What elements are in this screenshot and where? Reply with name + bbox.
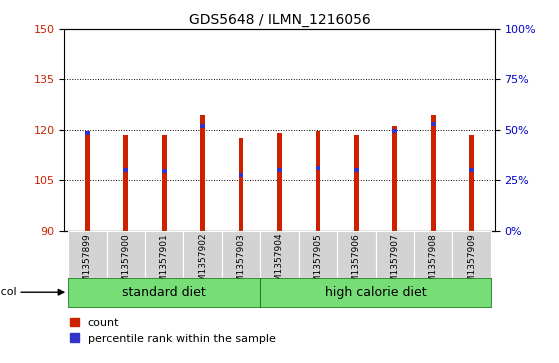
- Bar: [414, 231, 452, 278]
- Bar: [354, 135, 359, 231]
- Text: GSM1357904: GSM1357904: [275, 233, 284, 294]
- Bar: [68, 278, 260, 307]
- Bar: [260, 231, 299, 278]
- Bar: [316, 131, 320, 231]
- Bar: [107, 231, 145, 278]
- Text: GSM1357900: GSM1357900: [121, 233, 130, 294]
- Bar: [124, 168, 128, 172]
- Text: GSM1357902: GSM1357902: [198, 233, 207, 294]
- Text: GSM1357899: GSM1357899: [83, 233, 92, 294]
- Bar: [470, 135, 474, 231]
- Bar: [392, 129, 397, 133]
- Text: GSM1357908: GSM1357908: [429, 233, 438, 294]
- Text: GSM1357901: GSM1357901: [160, 233, 169, 294]
- Text: standard diet: standard diet: [122, 286, 206, 299]
- Bar: [354, 168, 359, 172]
- Bar: [337, 231, 376, 278]
- Bar: [392, 126, 397, 231]
- Text: high calorie diet: high calorie diet: [325, 286, 427, 299]
- Bar: [85, 131, 89, 231]
- Text: growth protocol: growth protocol: [0, 287, 16, 297]
- Bar: [68, 231, 107, 278]
- Bar: [260, 278, 491, 307]
- Title: GDS5648 / ILMN_1216056: GDS5648 / ILMN_1216056: [188, 13, 371, 26]
- Text: GSM1357906: GSM1357906: [352, 233, 361, 294]
- Bar: [162, 135, 167, 231]
- Bar: [431, 115, 435, 231]
- Bar: [200, 115, 205, 231]
- Bar: [277, 168, 282, 172]
- Bar: [85, 131, 89, 135]
- Bar: [222, 231, 260, 278]
- Bar: [431, 122, 435, 126]
- Bar: [452, 231, 491, 278]
- Text: GSM1357903: GSM1357903: [236, 233, 245, 294]
- Text: GSM1357907: GSM1357907: [390, 233, 399, 294]
- Bar: [124, 135, 128, 231]
- Bar: [239, 138, 243, 231]
- Bar: [376, 231, 414, 278]
- Bar: [470, 168, 474, 172]
- Bar: [299, 231, 337, 278]
- Text: GSM1357905: GSM1357905: [314, 233, 323, 294]
- Bar: [145, 231, 183, 278]
- Bar: [316, 166, 320, 170]
- Bar: [200, 124, 205, 128]
- Text: GSM1357909: GSM1357909: [467, 233, 476, 294]
- Bar: [183, 231, 222, 278]
- Bar: [162, 170, 167, 174]
- Legend: count, percentile rank within the sample: count, percentile rank within the sample: [70, 318, 276, 343]
- Bar: [239, 173, 243, 177]
- Bar: [277, 133, 282, 231]
